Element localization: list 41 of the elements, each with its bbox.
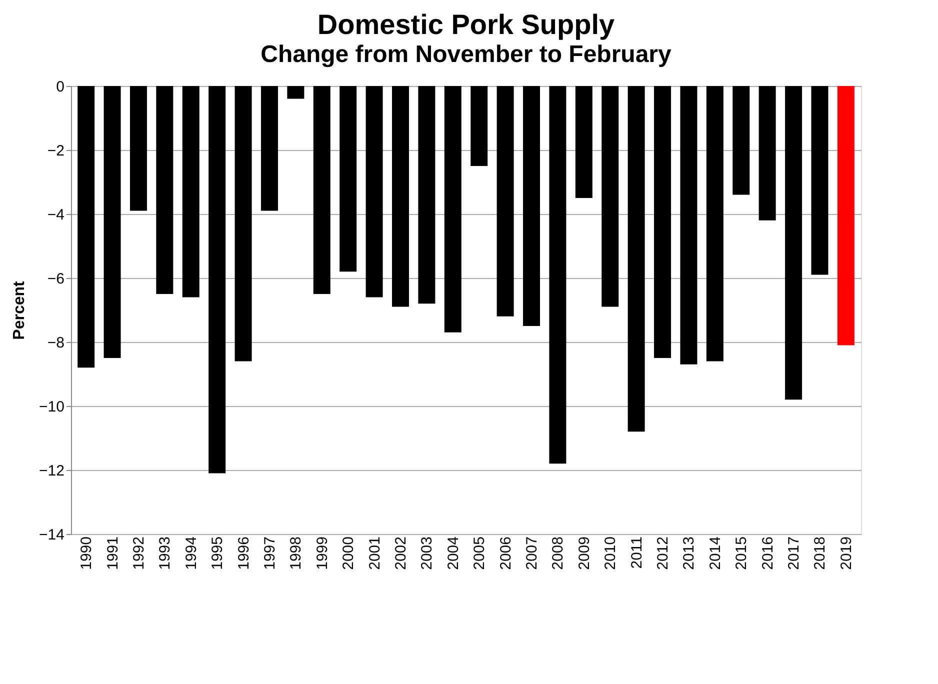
x-tick-label: 2019 — [838, 536, 855, 570]
x-tick-label: 2002 — [392, 536, 410, 570]
y-tick-label: −4 — [47, 206, 64, 224]
y-tick-label: −2 — [47, 142, 64, 160]
y-tick-label: 0 — [56, 78, 64, 96]
y-tick-label: −12 — [39, 462, 64, 480]
x-tick-label: 1994 — [182, 536, 200, 570]
x-tick-label: 2013 — [680, 536, 698, 570]
x-tick-label: 2000 — [340, 536, 358, 570]
x-tick-label: 1996 — [235, 536, 252, 570]
x-tick-label: 2012 — [654, 536, 672, 570]
x-tick-label: 1993 — [156, 536, 174, 570]
x-tick-label: 2005 — [471, 536, 488, 570]
y-tick-label: −10 — [39, 398, 64, 416]
x-tick-label: 1990 — [78, 536, 96, 570]
x-tick-label: 1999 — [314, 536, 331, 570]
y-tick-label: −8 — [47, 334, 64, 352]
x-tick-label: 2010 — [602, 536, 620, 570]
x-tick-label: 2011 — [628, 536, 646, 569]
x-tick-label: 2017 — [786, 536, 803, 570]
y-tick-label: −6 — [47, 270, 64, 288]
x-tick-label: 2014 — [706, 536, 724, 570]
x-tick-label: 2006 — [497, 536, 514, 570]
x-tick-label: 2015 — [733, 536, 750, 570]
x-tick-label: 1995 — [209, 536, 226, 570]
x-tick-label: 1992 — [130, 536, 148, 570]
x-tick-label: 1997 — [261, 536, 278, 570]
x-tick-label: 2001 — [366, 536, 384, 570]
x-tick-label: 2018 — [812, 536, 829, 570]
x-tick-label: 1998 — [288, 536, 305, 570]
x-tick-label: 2016 — [759, 536, 776, 570]
x-tick-label: 2007 — [524, 536, 541, 570]
x-tick-label: 2003 — [418, 536, 436, 570]
x-tick-label: 2009 — [576, 536, 593, 570]
chart-title: Domestic Pork Supply — [317, 9, 616, 40]
chart-subtitle: Change from November to February — [260, 41, 672, 68]
x-tick-label: 2004 — [444, 536, 462, 570]
y-axis-title: Percent — [11, 280, 28, 340]
x-tick-label: 1991 — [104, 536, 122, 570]
x-tick-label: 2008 — [550, 536, 567, 570]
y-tick-label: −14 — [39, 526, 64, 544]
